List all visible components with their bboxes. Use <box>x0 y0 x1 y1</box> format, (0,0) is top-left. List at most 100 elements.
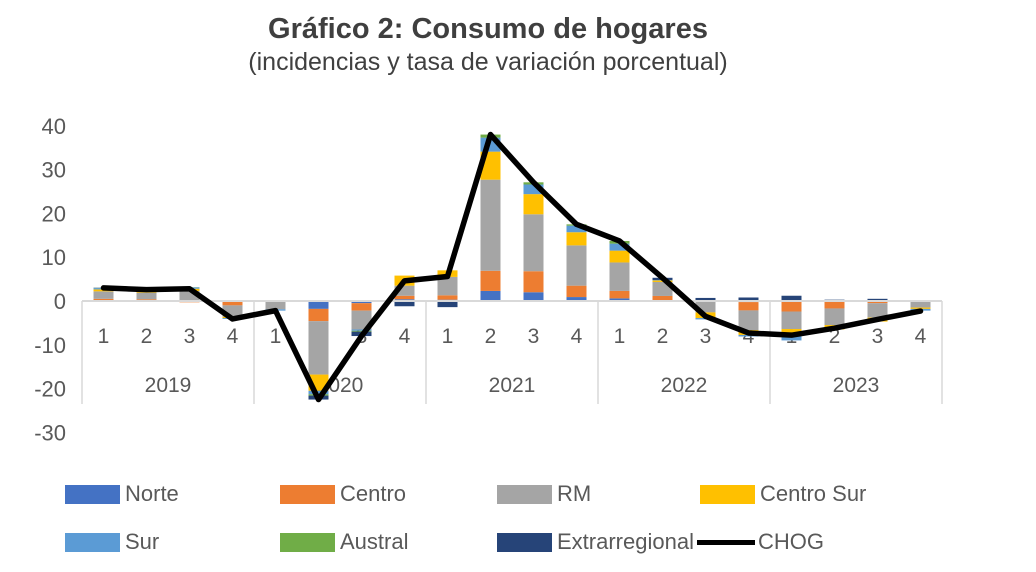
bar-segment-centro <box>351 303 372 311</box>
bar-segment-centro <box>222 301 243 306</box>
bar-segment-rm <box>695 301 716 313</box>
bar-segment-rm <box>609 262 630 291</box>
quarter-label: 4 <box>571 325 583 348</box>
quarter-label: 4 <box>227 325 239 348</box>
bar-segment-norte <box>308 301 329 309</box>
legend-item-extrarregional: Extrarregional <box>497 529 694 554</box>
legend-item-sur: Sur <box>65 529 159 554</box>
bar-segment-centro-sur <box>910 307 931 309</box>
bar-segment-centro <box>824 301 845 309</box>
chart-title: Gráfico 2: Consumo de hogares <box>268 13 708 45</box>
quarter-label: 1 <box>614 325 626 348</box>
bar-segment-centro <box>480 270 501 291</box>
year-label: 2022 <box>661 374 708 397</box>
bar-segment-centro <box>394 295 415 300</box>
bar-segment-extrarregional <box>738 297 759 301</box>
bar-segment-sur <box>308 390 329 395</box>
bar-segment-centro <box>566 285 587 298</box>
quarter-label: 1 <box>98 325 110 348</box>
chog-line-swatch <box>697 539 755 545</box>
bar-segment-rm <box>523 214 544 272</box>
legend-label-norte: Norte <box>125 481 179 506</box>
centro-sur-swatch <box>700 484 755 504</box>
rm-swatch <box>497 484 552 504</box>
legend-label-centro-sur: Centro Sur <box>760 481 867 506</box>
legend-label-extrarregional: Extrarregional <box>557 529 694 554</box>
bar-segment-extrarregional <box>867 298 888 301</box>
quarter-label: 3 <box>700 325 712 348</box>
quarter-label: 3 <box>528 325 540 348</box>
quarter-label: 3 <box>872 325 884 348</box>
y-axis-tick: 10 <box>42 245 66 270</box>
bar-segment-rm <box>136 292 157 300</box>
bar-segment-rm <box>738 310 759 331</box>
bar-segment-rm <box>93 291 114 299</box>
bar-segment-centro <box>308 308 329 322</box>
title-block: Gráfico 2: Consumo de hogares (incidenci… <box>0 12 976 78</box>
legend-label-centro: Centro <box>340 481 407 506</box>
bar-segment-rm <box>222 305 243 317</box>
bar-segment-sur <box>781 336 802 341</box>
bar-segment-norte <box>523 292 544 301</box>
bar-segment-norte <box>609 298 630 301</box>
plot-area: 403020100-10-20-301234123412341234123420… <box>34 114 943 445</box>
bar-segment-sur <box>609 243 630 251</box>
quarter-label: 4 <box>399 325 411 348</box>
bar-segment-centro <box>93 298 114 301</box>
bar-segment-extrarregional <box>394 301 415 307</box>
legend-label-rm: RM <box>557 481 592 506</box>
austral-swatch <box>280 532 335 552</box>
bar-segment-centro <box>652 295 673 301</box>
extrarregional-swatch <box>497 532 552 552</box>
bar-segment-extrarregional <box>781 295 802 301</box>
bar-segment-centro <box>781 301 802 312</box>
y-axis-tick: 40 <box>42 114 66 139</box>
quarter-label: 2 <box>141 325 153 348</box>
bar-segment-rm <box>308 321 329 375</box>
bar-segment-rm <box>480 179 501 271</box>
y-axis-tick: -10 <box>34 333 66 358</box>
bar-segment-norte <box>351 301 372 304</box>
bar-segment-rm <box>781 311 802 330</box>
bar-segment-centro <box>523 271 544 293</box>
quarter-label: 2 <box>657 325 669 348</box>
chart-subtitle: (incidencias y tasa de variación porcent… <box>248 48 728 76</box>
year-label: 2023 <box>833 374 880 397</box>
bar-segment-centro-sur <box>523 194 544 215</box>
y-axis-tick: -30 <box>34 420 66 445</box>
y-axis-tick: 30 <box>42 158 66 183</box>
legend-item-centro: Centro <box>280 481 407 506</box>
bar-segment-rm <box>824 308 845 326</box>
legend-item-centro-sur: Centro Sur <box>700 481 867 506</box>
bar-segment-centro <box>437 295 458 300</box>
chog-line <box>100 131 924 403</box>
bar-segment-austral <box>351 330 372 332</box>
bar-segment-sur <box>523 184 544 195</box>
quarter-label: 1 <box>442 325 454 348</box>
bar-segment-rm <box>910 301 931 308</box>
bar-segment-extrarregional <box>437 301 458 308</box>
year-label: 2021 <box>489 374 536 397</box>
quarter-label: 2 <box>829 325 841 348</box>
bar-segment-norte <box>566 297 587 301</box>
bar-segment-rm <box>394 285 415 296</box>
bar-segment-rm <box>867 303 888 318</box>
quarter-label: 4 <box>915 325 927 348</box>
legend-label-chog: CHOG <box>758 529 824 554</box>
legend-item-rm: RM <box>497 481 592 506</box>
year-label: 2019 <box>145 374 192 397</box>
bar-segment-centro-sur <box>566 232 587 246</box>
centro-swatch <box>280 484 335 504</box>
bar-segment-centro <box>609 290 630 299</box>
bar-segment-rm <box>437 276 458 296</box>
bar-segment-centro <box>136 299 157 301</box>
y-axis-tick: -20 <box>34 377 66 402</box>
quarter-label: 3 <box>184 325 196 348</box>
norte-swatch <box>65 484 120 504</box>
quarter-label: 1 <box>270 325 282 348</box>
y-axis-tick: 0 <box>54 289 66 314</box>
bar-segment-norte <box>480 290 501 301</box>
y-axis-tick: 20 <box>42 201 66 226</box>
sur-swatch <box>65 532 120 552</box>
